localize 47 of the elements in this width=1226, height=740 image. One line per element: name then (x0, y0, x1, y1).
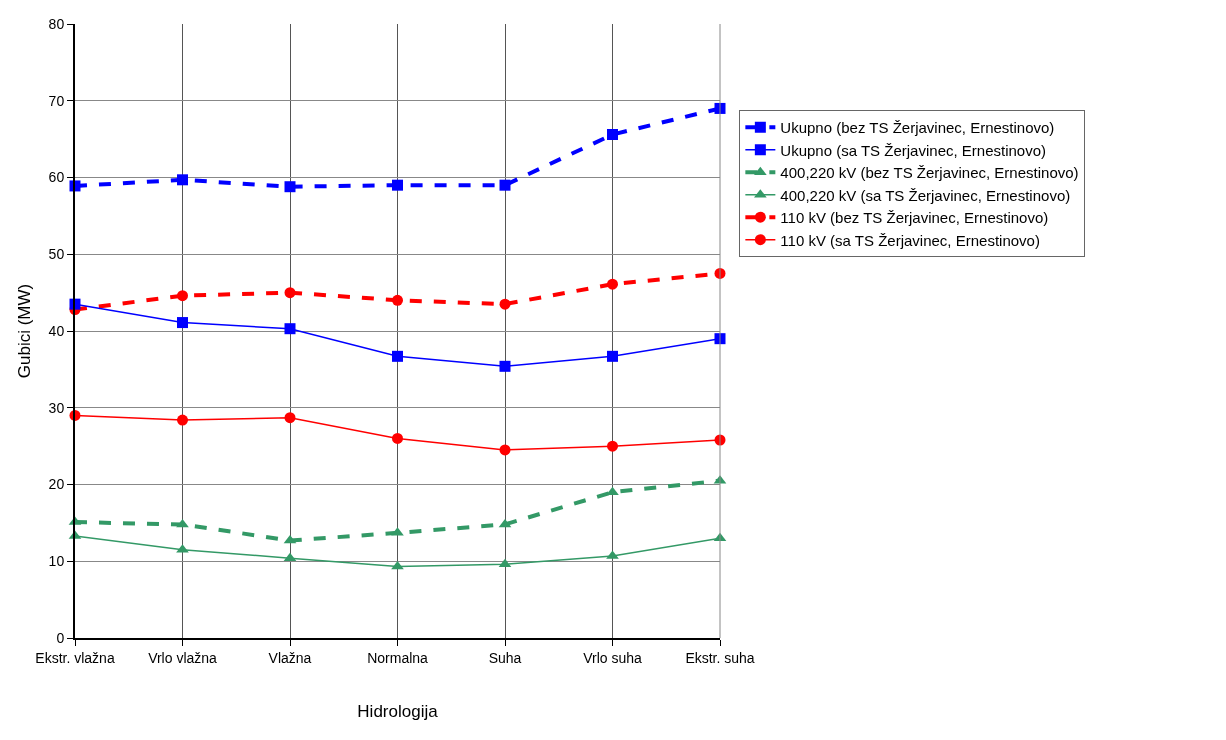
x-axis-title: Hidrologija (357, 701, 439, 721)
point (177, 174, 188, 186)
point (498, 558, 512, 568)
legend-label: 400,220 kV (bez TS Žerjavinec, Ernestinovo) (780, 164, 1079, 182)
x-tick-label: Vrlo suha (583, 649, 643, 666)
point (499, 179, 511, 191)
point (607, 350, 618, 362)
point (176, 518, 189, 528)
x-tick-label: Ekstr. suha (685, 649, 755, 666)
point (607, 440, 618, 452)
y-tick-label: 60 (48, 169, 65, 186)
y-tick-label: 50 (48, 246, 65, 263)
point (177, 414, 188, 426)
legend-label: 110 kV (sa TS Žerjavinec, Ernestinovo) (780, 231, 1040, 249)
y-tick-label: 70 (48, 92, 65, 109)
point (284, 287, 296, 299)
point (284, 412, 296, 424)
y-tick-label: 20 (48, 476, 65, 493)
x-tick-label: Vlažna (268, 649, 312, 666)
point (177, 317, 188, 329)
legend-label: Ukupno (sa TS Žerjavinec, Ernestinovo) (780, 141, 1047, 159)
x-tick-label: Normalna (367, 649, 429, 666)
point (284, 181, 296, 193)
x-tick-label: Ekstr. vlažna (35, 649, 115, 666)
point (392, 179, 403, 191)
y-tick-label: 30 (48, 399, 65, 416)
point (498, 518, 512, 528)
point (177, 290, 188, 302)
point (392, 294, 403, 306)
point (392, 350, 403, 362)
legend-label: 110 kV (bez TS Žerjavinec, Ernestinovo) (780, 209, 1049, 227)
y-tick-label: 10 (48, 553, 65, 570)
point (499, 298, 511, 310)
point (607, 278, 618, 290)
point (392, 432, 403, 444)
point (499, 360, 511, 372)
point (499, 444, 511, 456)
x-tick-label: Vrlo vlažna (148, 649, 218, 666)
x-tick-label: Suha (488, 649, 522, 666)
y-tick-label: 80 (48, 15, 65, 32)
legend-label: Ukupno (bez TS Žerjavinec, Ernestinovo) (780, 119, 1055, 137)
y-tick-label: 0 (56, 629, 65, 646)
point (607, 129, 618, 141)
point (284, 323, 296, 335)
y-axis-title: Gubici (MW) (15, 283, 34, 379)
legend-label: 400,220 kV (sa TS Žerjavinec, Ernestinovo) (780, 186, 1071, 204)
y-tick-label: 40 (48, 322, 65, 339)
